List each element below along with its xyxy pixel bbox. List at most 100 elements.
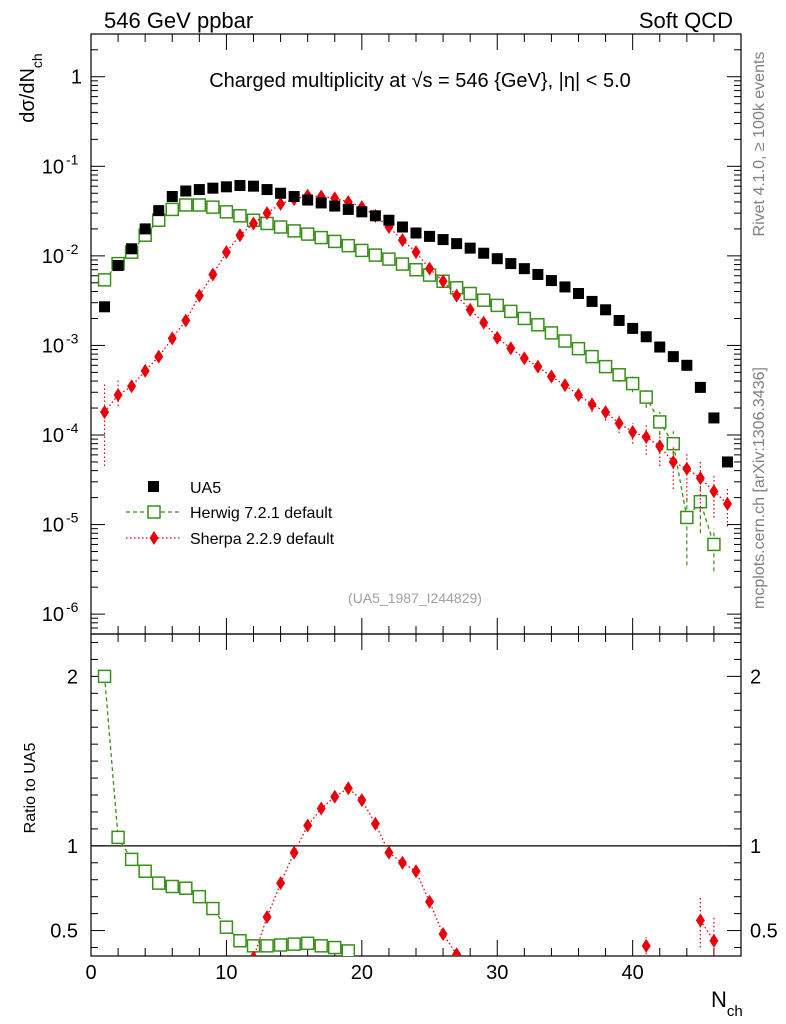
header-energy-label: 546 GeV ppbar	[104, 8, 253, 33]
data-point	[519, 351, 529, 366]
legend-entry-ua5: UA5	[148, 480, 221, 497]
data-point	[382, 252, 396, 266]
ratio-point	[276, 876, 286, 891]
data-point	[127, 379, 137, 394]
data-point	[411, 245, 421, 260]
data-point	[207, 182, 219, 194]
data-point	[139, 223, 151, 235]
series-herwig	[97, 198, 721, 572]
ratio-point	[151, 876, 166, 890]
data-point	[476, 293, 491, 307]
data-point	[437, 234, 449, 246]
data-point	[655, 439, 665, 454]
data-point	[627, 322, 639, 334]
data-point	[628, 425, 638, 440]
data-point	[154, 349, 164, 364]
data-point	[181, 313, 191, 328]
data-point	[640, 331, 652, 343]
ratio-y-tick-label: 0.5	[50, 921, 78, 943]
ratio-point	[709, 933, 719, 948]
ratio-point	[314, 939, 328, 953]
ratio-point	[287, 937, 301, 951]
ratio-y-tick-label-right: 1	[750, 836, 761, 858]
data-point	[586, 295, 598, 307]
ratio-series-line	[253, 787, 458, 956]
data-point	[694, 381, 706, 393]
data-point	[614, 416, 624, 431]
main-y-tick-exponent: -2	[66, 241, 79, 257]
data-point	[682, 461, 692, 476]
data-point	[288, 191, 300, 203]
data-point	[517, 311, 532, 326]
main-y-tick-exponent: -5	[66, 510, 79, 526]
data-point	[598, 359, 613, 374]
data-point	[220, 181, 232, 193]
data-point	[544, 326, 559, 340]
data-point	[315, 197, 327, 209]
rivet-version-label: Rivet 4.1.0, ≥ 100k events	[751, 52, 768, 237]
ratio-point	[233, 933, 247, 948]
main-y-tick-label: 10	[42, 515, 64, 537]
data-point	[612, 368, 626, 382]
data-point	[653, 415, 667, 429]
ratio-point	[260, 939, 274, 953]
main-y-tick-exponent: -3	[66, 330, 79, 346]
series-line	[104, 195, 728, 505]
data-point	[585, 349, 599, 364]
main-plot-panel: 110-110-210-310-410-510-6 Charged multip…	[17, 33, 742, 635]
ratio-point	[273, 938, 288, 952]
data-point	[546, 369, 556, 384]
data-point	[369, 210, 381, 222]
data-point	[463, 286, 477, 301]
data-point	[560, 378, 570, 393]
ratio-y-tick-label-right: 0.5	[750, 921, 778, 943]
data-point	[680, 510, 694, 525]
data-point	[273, 220, 288, 234]
data-point	[506, 341, 516, 356]
data-point	[342, 203, 354, 215]
ratio-point	[303, 818, 313, 833]
data-point	[558, 334, 572, 348]
data-point	[368, 248, 383, 262]
x-tick-label: 20	[351, 962, 373, 984]
ratio-series-sherpa	[250, 781, 719, 956]
data-point	[709, 484, 719, 499]
data-point	[668, 454, 678, 469]
data-point	[221, 245, 231, 260]
data-point	[208, 267, 218, 282]
data-point	[112, 260, 124, 272]
data-point	[180, 185, 192, 197]
data-point	[328, 234, 342, 249]
data-point	[167, 331, 177, 346]
ratio-point	[343, 781, 353, 796]
data-point	[667, 351, 679, 363]
data-point	[234, 180, 246, 192]
data-point	[395, 257, 410, 271]
ratio-point	[641, 938, 651, 953]
x-tick-label: 10	[215, 962, 237, 984]
main-y-tick-label: 10	[42, 604, 64, 626]
data-point	[492, 330, 502, 345]
data-point	[571, 341, 586, 356]
data-point	[355, 243, 369, 258]
data-point	[601, 405, 611, 420]
ratio-point	[328, 940, 342, 955]
data-point	[574, 387, 583, 402]
data-point	[708, 412, 720, 424]
ratio-point	[341, 944, 356, 956]
ratio-point	[384, 845, 394, 860]
data-point	[165, 202, 179, 217]
ratio-y-tick-label-right: 2	[750, 666, 761, 688]
analysis-id-label: (UA5_1987_I244829)	[348, 590, 482, 606]
main-y-axis-label: dσ/dNch	[17, 53, 45, 122]
legend-entry-herwig: Herwig 7.2.1 default	[126, 505, 333, 522]
ratio-y-tick-label: 2	[67, 666, 78, 688]
ratio-y-tick-label: 1	[67, 836, 78, 858]
ratio-point	[262, 910, 272, 925]
data-point	[639, 390, 653, 404]
data-point	[248, 180, 259, 192]
x-axis-label: Nch	[711, 987, 743, 1020]
ratio-series-line	[103, 676, 349, 952]
data-point	[587, 397, 597, 412]
